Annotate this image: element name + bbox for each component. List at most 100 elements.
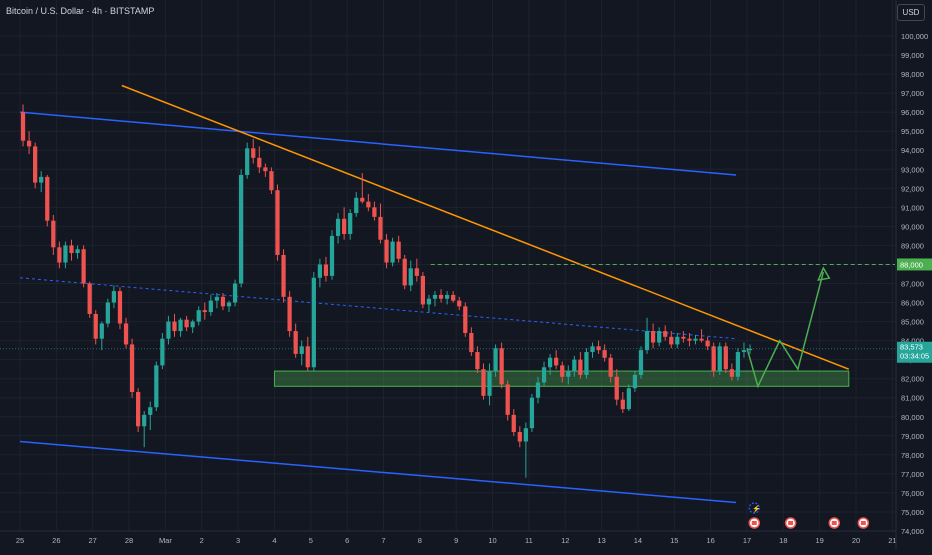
candle-body	[638, 350, 644, 375]
y-tick-label: 82,000	[901, 375, 924, 384]
y-tick-label: 74,000	[901, 527, 924, 536]
candle-body	[287, 296, 292, 332]
candle-body	[444, 294, 450, 299]
x-tick-label: 18	[779, 536, 787, 545]
candle-body	[245, 148, 250, 175]
candle-body	[517, 432, 522, 442]
candle-body	[208, 300, 213, 313]
x-tick-label: 14	[634, 536, 642, 545]
candle-body	[360, 197, 365, 202]
x-tick-label: 25	[16, 536, 24, 545]
candle-body	[142, 414, 147, 427]
candle-body	[529, 397, 535, 429]
event-flag-icon	[831, 521, 837, 525]
target-price-label: 88,000	[900, 260, 923, 269]
currency-button[interactable]: USD	[897, 4, 925, 21]
candle-body	[196, 310, 201, 322]
x-tick-label: 11	[525, 536, 533, 545]
candle-body	[172, 321, 177, 332]
candle-body	[741, 350, 747, 353]
candle-body	[451, 294, 456, 301]
y-tick-label: 80,000	[901, 413, 924, 422]
candle-body	[511, 414, 516, 432]
x-tick-label: 20	[852, 536, 860, 545]
candle-body	[438, 294, 444, 299]
candle-body	[69, 245, 74, 254]
candle-body	[523, 428, 528, 442]
candle-body	[335, 218, 341, 236]
candle-body	[475, 352, 480, 370]
y-tick-label: 92,000	[901, 184, 924, 193]
candle-body	[232, 283, 238, 303]
candle-body	[105, 302, 110, 324]
candle-body	[457, 300, 462, 307]
candle-body	[535, 382, 541, 398]
projection-path	[746, 271, 825, 389]
candle-body	[735, 352, 741, 377]
candle-body	[711, 346, 716, 372]
y-tick-label: 87,000	[901, 280, 924, 289]
candle-body	[644, 331, 650, 351]
candle-body	[190, 321, 195, 328]
candle-body	[269, 171, 274, 191]
x-tick-label: 6	[345, 536, 349, 545]
candle-body	[239, 174, 244, 284]
candle-body	[723, 346, 728, 370]
candle-body	[148, 407, 153, 415]
candle-body	[426, 298, 432, 305]
candle-body	[184, 319, 189, 328]
candle-body	[214, 296, 220, 301]
candle-body	[57, 247, 62, 263]
candle-body	[275, 190, 280, 255]
candle-body	[342, 218, 347, 234]
x-tick-label: 2	[200, 536, 204, 545]
candle-body	[572, 359, 577, 372]
candle-body	[650, 331, 656, 343]
candle-body	[154, 365, 159, 408]
descending-trendline	[121, 84, 850, 370]
candle-body	[99, 323, 104, 339]
x-tick-label: 5	[309, 536, 313, 545]
y-tick-label: 79,000	[901, 432, 924, 441]
candle-body	[675, 336, 680, 345]
candle-body	[687, 338, 692, 341]
candle-body	[420, 275, 425, 305]
candle-body	[81, 249, 86, 284]
y-tick-label: 89,000	[901, 241, 924, 250]
candle-body	[281, 254, 286, 297]
y-tick-label: 96,000	[901, 108, 924, 117]
candle-body	[614, 376, 619, 400]
candle-body	[117, 291, 123, 324]
candle-body	[136, 392, 141, 427]
candle-body	[729, 369, 734, 377]
y-tick-label: 100,000	[901, 32, 928, 41]
x-tick-label: 17	[743, 536, 751, 545]
x-tick-label: 28	[125, 536, 133, 545]
y-tick-label: 95,000	[901, 127, 924, 136]
candle-body	[263, 167, 268, 172]
candle-body	[354, 197, 359, 214]
candle-body	[402, 258, 407, 286]
target-price-tag	[897, 258, 932, 271]
x-tick-label: 3	[236, 536, 240, 545]
projection-arrow-head	[817, 266, 831, 282]
candle-body	[33, 146, 38, 183]
candle-body	[699, 338, 704, 341]
candle-body	[717, 346, 722, 372]
y-tick-label: 84,000	[901, 337, 924, 346]
candle-body	[251, 148, 256, 158]
x-tick-label: 7	[381, 536, 385, 545]
candle-body	[220, 296, 226, 307]
candle-body	[693, 338, 698, 341]
candle-body	[75, 249, 80, 254]
y-tick-label: 91,000	[901, 203, 924, 212]
candle-body	[51, 220, 56, 248]
y-tick-label: 76,000	[901, 489, 924, 498]
candle-body	[669, 336, 674, 345]
candle-body	[384, 239, 389, 263]
candle-body	[178, 319, 183, 332]
x-tick-label: 16	[706, 536, 714, 545]
